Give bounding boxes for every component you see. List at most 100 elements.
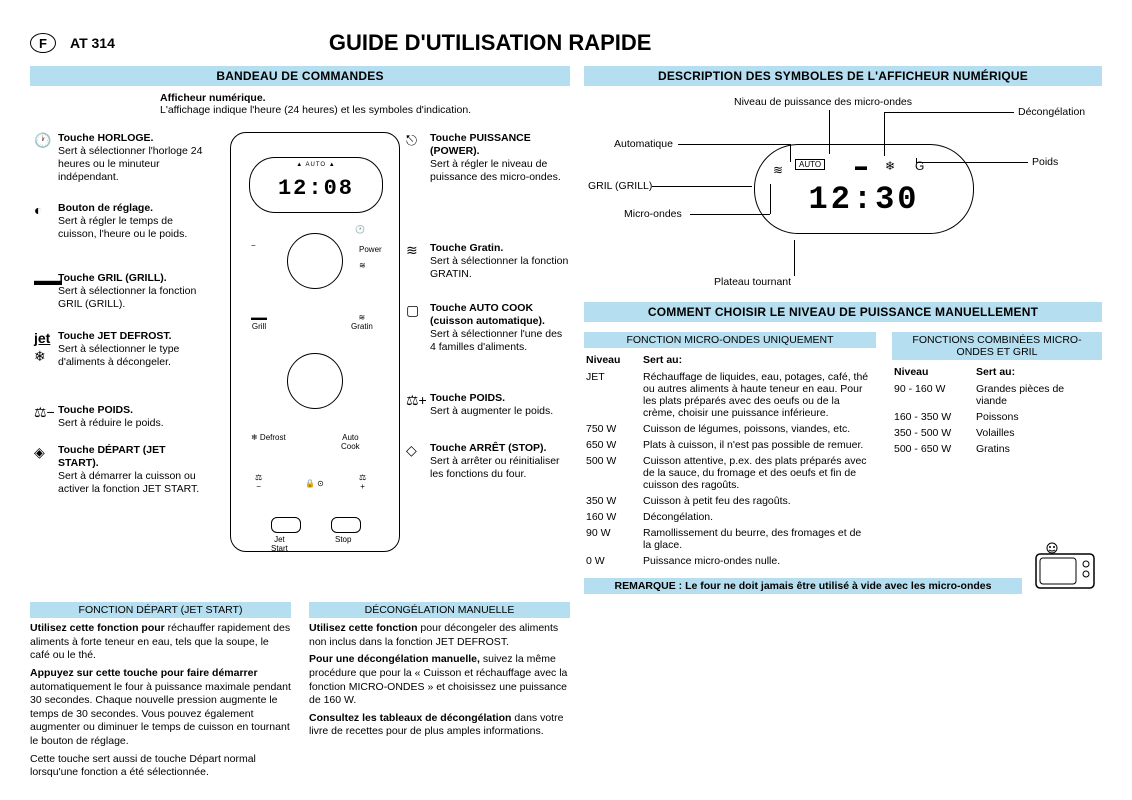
- display-note: Afficheur numérique. L'affichage indique…: [160, 92, 540, 116]
- text-bold: Appuyez sur cette touche pour faire déma…: [30, 667, 258, 679]
- gratin-icon: ≋: [406, 242, 424, 260]
- callout-title: Touche AUTO COOK (cuisson automatique).: [430, 302, 545, 327]
- main-columns: BANDEAU DE COMMANDES Afficheur numérique…: [30, 66, 1102, 784]
- callout-title: Touche ARRÊT (STOP).: [430, 442, 546, 454]
- weight-plus-icon: ⚖+: [359, 473, 366, 491]
- callout-title: Touche GRIL (GRILL).: [58, 272, 167, 284]
- callout-autocook: ▢ Touche AUTO COOK (cuisson automatique)…: [430, 302, 570, 355]
- model-number: AT 314: [70, 35, 115, 51]
- stop-label: Stop: [335, 535, 351, 544]
- cell-level: 350 - 500 W: [894, 426, 974, 440]
- text: Cette touche sert aussi de touche Départ…: [30, 753, 291, 780]
- callout-jet-defrost: jet❄ Touche JET DEFROST. Sert à sélectio…: [58, 330, 208, 369]
- text: automatiquement le four à puissance maxi…: [30, 681, 291, 748]
- pot-icon: ▢: [406, 302, 424, 320]
- tbl-header-use: Sert au:: [643, 354, 874, 368]
- grill-label: ▬▬Grill: [251, 313, 267, 331]
- callout-clock: 🕐 Touche HORLOGE. Sert à sélectionner l'…: [58, 132, 208, 185]
- callout-title: Touche Gratin.: [430, 242, 503, 254]
- grill-sym-icon: ▬: [855, 159, 867, 173]
- grill-icon: ▬▬: [34, 272, 52, 290]
- lock-icon: 🔒 ⊙: [305, 479, 324, 488]
- defrost-label: ❄ Defrost: [251, 433, 286, 442]
- selector-dial: [287, 353, 343, 409]
- table-row: 500 - 650 WGratins: [894, 442, 1100, 456]
- cell-use: Grandes pièces de viande: [976, 382, 1100, 408]
- label-weight: Poids: [1032, 156, 1058, 168]
- callout-text: Sert à démarrer la cuisson ou activer la…: [58, 470, 199, 495]
- tbl-header-use: Sert au:: [976, 366, 1100, 380]
- lower-boxes: FONCTION DÉPART (JET START) Utilisez cet…: [30, 598, 570, 784]
- big-lcd: AUTO ≋ ❄ G ▬ 12:30: [754, 144, 974, 234]
- callout-title: Touche HORLOGE.: [58, 132, 153, 144]
- jet-start-heading: FONCTION DÉPART (JET START): [30, 602, 291, 618]
- cell-level: 90 - 160 W: [894, 382, 974, 408]
- label-grill: GRIL (GRILL): [588, 180, 652, 192]
- text-bold: Utilisez cette fonction pour: [30, 622, 165, 634]
- stop-icon: ◇: [406, 442, 424, 460]
- label-micro: Micro-ondes: [624, 208, 682, 220]
- callout-stop: ◇ Touche ARRÊT (STOP). Sert à arrêter ou…: [430, 442, 570, 481]
- power-label: Power: [359, 245, 382, 254]
- cell-level: 0 W: [586, 554, 641, 568]
- power-icon: ⎋: [406, 132, 424, 150]
- combined-title: FONCTIONS COMBINÉES MICRO-ONDES ET GRIL: [892, 332, 1102, 360]
- combined-column: FONCTIONS COMBINÉES MICRO-ONDES ET GRIL …: [892, 328, 1102, 570]
- left-column: BANDEAU DE COMMANDES Afficheur numérique…: [30, 66, 570, 784]
- callout-grill: ▬▬ Touche GRIL (GRILL). Sert à sélection…: [58, 272, 208, 311]
- autocook-label: AutoCook: [341, 433, 360, 451]
- callout-text: Sert à régler le temps de cuisson, l'heu…: [58, 215, 187, 240]
- language-badge: F: [30, 33, 56, 53]
- callout-title: Touche JET DEFROST.: [58, 330, 172, 342]
- display-note-text: L'affichage indique l'heure (24 heures) …: [160, 104, 471, 116]
- callout-text: Sert à arrêter ou réinitialiser les fonc…: [430, 455, 560, 480]
- microwave-icon: [1032, 542, 1102, 594]
- cell-use: Réchauffage de liquides, eau, potages, c…: [643, 370, 874, 420]
- lcd-auto-badge: AUTO: [795, 159, 825, 170]
- cell-use: Plats à cuisson, il n'est pas possible d…: [643, 438, 874, 452]
- combined-table: Niveau Sert au: 90 - 160 WGrandes pièces…: [892, 364, 1102, 458]
- label-turntable: Plateau tournant: [714, 276, 791, 288]
- text-bold: Pour une décongélation manuelle,: [309, 653, 480, 665]
- callout-text: Sert à réduire le poids.: [58, 417, 164, 429]
- cell-use: Poissons: [976, 410, 1100, 424]
- micro-only-title: FONCTION MICRO-ONDES UNIQUEMENT: [584, 332, 876, 348]
- weight-minus-icon: ⚖−: [255, 473, 262, 491]
- callout-title: Touche POIDS.: [58, 404, 133, 416]
- callout-weight-plus: ⚖+ Touche POIDS. Sert à augmenter le poi…: [430, 392, 570, 418]
- control-panel-diagram: Afficheur numérique. L'affichage indique…: [30, 92, 570, 592]
- callout-power: ⎋ Touche PUISSANCE (POWER). Sert à régle…: [430, 132, 570, 185]
- table-row: 160 - 350 WPoissons: [894, 410, 1100, 424]
- defrost-box: DÉCONGÉLATION MANUELLE Utilisez cette fo…: [309, 598, 570, 784]
- panel-outline: ▲ AUTO ▲ 12:08 − 🕐 Power ≋ ▬▬Grill ≋Grat…: [230, 132, 400, 552]
- table-row: 500 WCuisson attentive, p.ex. des plats …: [586, 454, 874, 492]
- dial-icon: ◐: [34, 202, 52, 220]
- callout-start: ◈ Touche DÉPART (JET START). Sert à déma…: [58, 444, 208, 497]
- table-row: 650 WPlats à cuisson, il n'est pas possi…: [586, 438, 874, 452]
- cell-use: Cuisson attentive, p.ex. des plats prépa…: [643, 454, 874, 492]
- callout-title: Bouton de réglage.: [58, 202, 153, 214]
- table-row: 350 WCuisson à petit feu des ragoûts.: [586, 494, 874, 508]
- table-row: 750 WCuisson de légumes, poissons, viand…: [586, 422, 874, 436]
- page-header: F AT 314 GUIDE D'UTILISATION RAPIDE: [30, 30, 1102, 56]
- stop-button-shape: [331, 517, 361, 533]
- cell-level: 650 W: [586, 438, 641, 452]
- callout-dial: ◐ Bouton de réglage. Sert à régler le te…: [58, 202, 208, 241]
- table-row: JETRéchauffage de liquides, eau, potages…: [586, 370, 874, 420]
- tbl-header-level: Niveau: [894, 366, 974, 380]
- control-panel-heading: BANDEAU DE COMMANDES: [30, 66, 570, 86]
- callout-text: Sert à augmenter le poids.: [430, 405, 553, 417]
- jet-start-button: [271, 517, 301, 533]
- snowflake-icon: jet❄: [34, 330, 52, 348]
- cell-level: 350 W: [586, 494, 641, 508]
- cell-use: Puissance micro-ondes nulle.: [643, 554, 874, 568]
- callout-text: Sert à sélectionner la fonction GRIL (GR…: [58, 285, 196, 310]
- callout-text: Sert à régler le niveau de puissance des…: [430, 158, 561, 183]
- micro-only-column: FONCTION MICRO-ONDES UNIQUEMENT Niveau S…: [584, 328, 876, 570]
- defrost-sym-icon: ❄: [885, 159, 895, 173]
- table-row: 160 WDécongélation.: [586, 510, 874, 524]
- callout-text: Sert à sélectionner la fonction GRATIN.: [430, 255, 568, 280]
- table-row: 90 WRamollissement du beurre, des fromag…: [586, 526, 874, 552]
- callout-weight-minus: ⚖− Touche POIDS. Sert à réduire le poids…: [58, 404, 208, 430]
- cell-use: Décongélation.: [643, 510, 874, 524]
